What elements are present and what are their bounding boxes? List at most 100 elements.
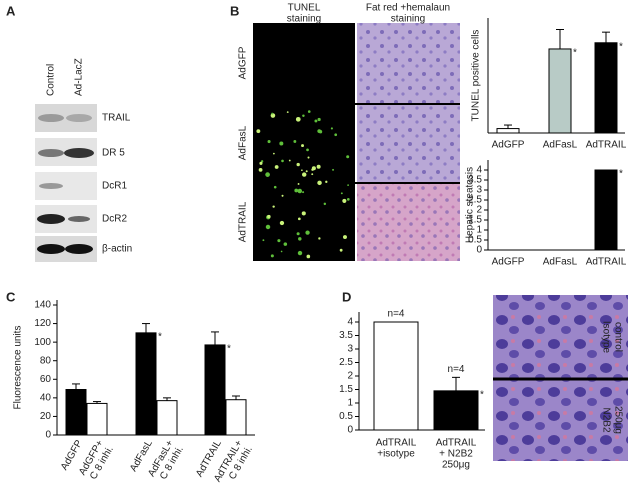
bar xyxy=(156,400,178,436)
y-tick-label: 20 xyxy=(40,411,52,422)
significance: * xyxy=(158,331,162,342)
dot xyxy=(334,133,338,137)
dot xyxy=(273,185,277,189)
dot xyxy=(311,173,314,176)
image-header: Fat red +hemalaun xyxy=(366,3,450,14)
y-axis-label: TUNEL positive cells xyxy=(471,30,482,122)
band xyxy=(64,148,94,158)
image-header: TUNEL xyxy=(288,3,321,14)
panel-label: D xyxy=(342,289,351,304)
dot xyxy=(302,191,305,194)
dot xyxy=(296,162,300,167)
dot xyxy=(311,166,316,171)
dot xyxy=(265,224,271,230)
blot-row-label: β-actin xyxy=(102,244,132,255)
dot xyxy=(301,144,304,148)
bar xyxy=(373,321,419,431)
dot xyxy=(267,214,271,219)
dot xyxy=(346,198,350,201)
dot xyxy=(296,232,300,236)
dot xyxy=(297,183,300,185)
dot xyxy=(330,127,333,130)
dot xyxy=(265,172,270,177)
significance: * xyxy=(573,48,577,59)
y-tick-label: 80 xyxy=(40,355,52,366)
dot xyxy=(306,148,309,152)
dot xyxy=(272,205,275,208)
significance: * xyxy=(480,389,484,400)
bar xyxy=(594,42,618,134)
x-tick-label: AdGFP xyxy=(492,140,525,151)
dot xyxy=(297,217,301,221)
dot xyxy=(286,111,289,114)
dot xyxy=(280,250,283,253)
y-tick-label: 0 xyxy=(347,425,353,436)
dot xyxy=(281,159,284,163)
image-row-label: Isotype xyxy=(600,321,611,354)
significance: * xyxy=(619,41,623,52)
dot xyxy=(273,152,275,155)
dot xyxy=(258,167,263,172)
dot xyxy=(347,184,349,187)
stain-image xyxy=(357,23,460,103)
band xyxy=(38,149,64,157)
dot xyxy=(301,211,306,216)
stain-image xyxy=(357,184,460,261)
image-row-label: 250μg xyxy=(612,406,623,434)
annotation: n=4 xyxy=(388,309,405,320)
y-tick-label: 4 xyxy=(347,317,353,328)
bar xyxy=(225,399,247,436)
dot xyxy=(305,230,310,235)
dot xyxy=(323,202,327,206)
bar xyxy=(204,344,226,436)
y-tick-label: 100 xyxy=(34,337,51,348)
y-tick-label: 3.5 xyxy=(468,175,482,186)
y-tick-label: 0 xyxy=(476,245,482,256)
dot xyxy=(346,155,350,159)
dot xyxy=(307,110,311,113)
image-row-label: AdTRAIL xyxy=(238,201,249,242)
y-tick-label: 60 xyxy=(40,374,52,385)
x-tick-label: AdFasL xyxy=(543,257,578,268)
y-tick-label: 4 xyxy=(476,165,482,176)
blot-column-label: Ad-LacZ xyxy=(74,58,85,96)
dot xyxy=(332,168,334,171)
dot xyxy=(302,114,305,118)
band xyxy=(66,114,92,122)
panel-label: B xyxy=(230,3,239,18)
dot xyxy=(306,254,311,259)
band xyxy=(65,244,93,254)
bar xyxy=(65,389,87,436)
blot-row-label: DcR1 xyxy=(102,181,127,192)
bar xyxy=(86,402,108,436)
dot xyxy=(294,188,299,193)
blot-row-label: DR 5 xyxy=(102,148,125,159)
band xyxy=(39,183,63,189)
y-tick-label: 1.5 xyxy=(339,384,353,395)
x-tick-label: 250μg xyxy=(442,460,470,471)
dot xyxy=(318,237,321,240)
dot xyxy=(307,156,310,159)
dot xyxy=(259,161,263,165)
y-tick-label: 0 xyxy=(45,430,51,441)
dot xyxy=(317,129,322,134)
dot xyxy=(283,242,288,246)
image-row-label: N2B2 xyxy=(600,407,611,432)
image-header: staining xyxy=(287,14,321,25)
image-row-label: AdGFP xyxy=(238,46,249,79)
y-tick-label: 120 xyxy=(34,318,51,329)
y-tick-label: 2.5 xyxy=(339,357,353,368)
dot xyxy=(340,192,343,195)
bar xyxy=(496,128,520,134)
dot xyxy=(288,159,291,162)
dot xyxy=(297,188,303,194)
y-tick-label: 1 xyxy=(476,225,482,236)
bar xyxy=(548,48,572,134)
blot xyxy=(35,104,97,262)
x-tick-label: +isotype xyxy=(377,449,415,460)
band xyxy=(37,214,65,224)
y-tick-label: 2.5 xyxy=(468,195,482,206)
dot xyxy=(305,170,308,173)
dot xyxy=(293,140,297,143)
dot xyxy=(342,198,347,203)
